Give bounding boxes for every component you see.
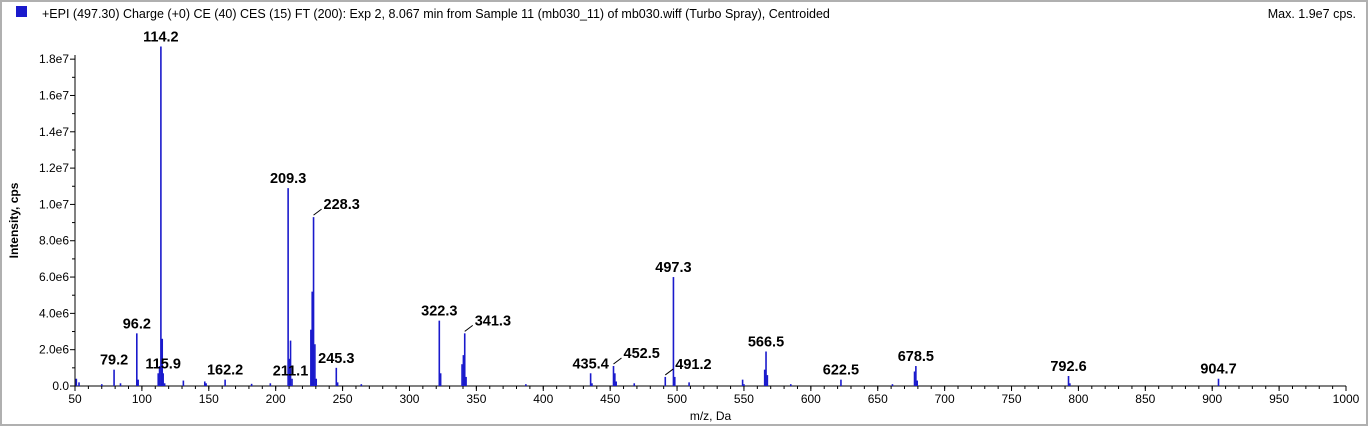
x-axis-title: m/z, Da — [690, 409, 732, 423]
x-tick-label: 150 — [199, 392, 219, 406]
y-tick-label: 1.8e7 — [39, 52, 69, 66]
peak-label: 115.9 — [145, 356, 181, 372]
peak-label: 491.2 — [675, 357, 711, 373]
peak-label: 622.5 — [823, 363, 859, 379]
x-tick-label: 700 — [935, 392, 955, 406]
peak-label: 792.6 — [1050, 359, 1086, 375]
x-tick-label: 950 — [1269, 392, 1289, 406]
peak-label: 904.7 — [1200, 362, 1236, 378]
peak-label: 435.4 — [572, 356, 608, 372]
peak-label: 96.2 — [123, 316, 151, 332]
peak-label: 162.2 — [207, 363, 243, 379]
x-tick-label: 50 — [68, 392, 82, 406]
x-tick-label: 400 — [533, 392, 553, 406]
peak-label-leader — [613, 357, 622, 365]
y-tick-label: 0.0 — [52, 379, 69, 393]
x-tick-label: 750 — [1002, 392, 1022, 406]
x-tick-label: 550 — [734, 392, 754, 406]
peak-label: 497.3 — [655, 260, 691, 276]
peak-labels: 114.2 209.3 228.3 497.3 322.3 341.3 96.2 566.5 7… — [100, 29, 1237, 379]
x-tick-label: 800 — [1068, 392, 1088, 406]
y-tick-label: 6.0e6 — [39, 270, 69, 284]
y-tick-label: 2.0e6 — [39, 343, 69, 357]
y-tick-label: 1.4e7 — [39, 125, 69, 139]
spectrum-header: +EPI (497.30) Charge (+0) CE (40) CES (1… — [0, 0, 1368, 28]
peak-label: 452.5 — [624, 346, 660, 362]
x-tick-label: 1000 — [1333, 392, 1360, 406]
peak-label-leader — [313, 208, 322, 216]
y-tick-label: 4.0e6 — [39, 306, 69, 320]
y-tick-label: 1.6e7 — [39, 88, 69, 102]
x-tick-label: 200 — [266, 392, 286, 406]
y-tick-label: 8.0e6 — [39, 234, 69, 248]
peak-label: 245.3 — [318, 351, 354, 367]
x-tick-label: 650 — [868, 392, 888, 406]
peak-label: 79.2 — [100, 353, 128, 369]
peak-label: 211.1 — [273, 364, 309, 380]
x-tick-label: 850 — [1135, 392, 1155, 406]
y-tick-label: 1.0e7 — [39, 197, 69, 211]
peak-label: 566.5 — [748, 335, 784, 351]
x-tick-label: 350 — [466, 392, 486, 406]
x-tick-label: 600 — [801, 392, 821, 406]
peak-label: 322.3 — [421, 304, 457, 320]
peak-label-leader — [664, 368, 674, 376]
peak-label: 114.2 — [143, 29, 179, 45]
peak-label: 678.5 — [898, 349, 934, 365]
axes: 50 100 150 200 250 300 350 400 450 500 550 600 650 70… — [39, 52, 1360, 406]
x-tick-label: 900 — [1202, 392, 1222, 406]
peak-label: 228.3 — [324, 197, 360, 213]
y-axis-title: Intensity, cps — [7, 182, 21, 258]
x-tick-label: 300 — [399, 392, 419, 406]
peak-label: 209.3 — [270, 171, 306, 187]
x-tick-label: 500 — [667, 392, 687, 406]
spectrum-title: +EPI (497.30) Charge (+0) CE (40) CES (1… — [42, 7, 830, 21]
peaks — [75, 46, 1220, 386]
y-tick-label: 1.2e7 — [39, 161, 69, 175]
series-legend-swatch — [16, 6, 27, 17]
x-tick-label: 250 — [333, 392, 353, 406]
max-intensity-label: Max. 1.9e7 cps. — [1267, 7, 1356, 21]
x-tick-label: 100 — [132, 392, 152, 406]
peak-label: 341.3 — [475, 313, 511, 329]
peak-label-leader — [464, 324, 474, 332]
x-tick-label: 450 — [600, 392, 620, 406]
